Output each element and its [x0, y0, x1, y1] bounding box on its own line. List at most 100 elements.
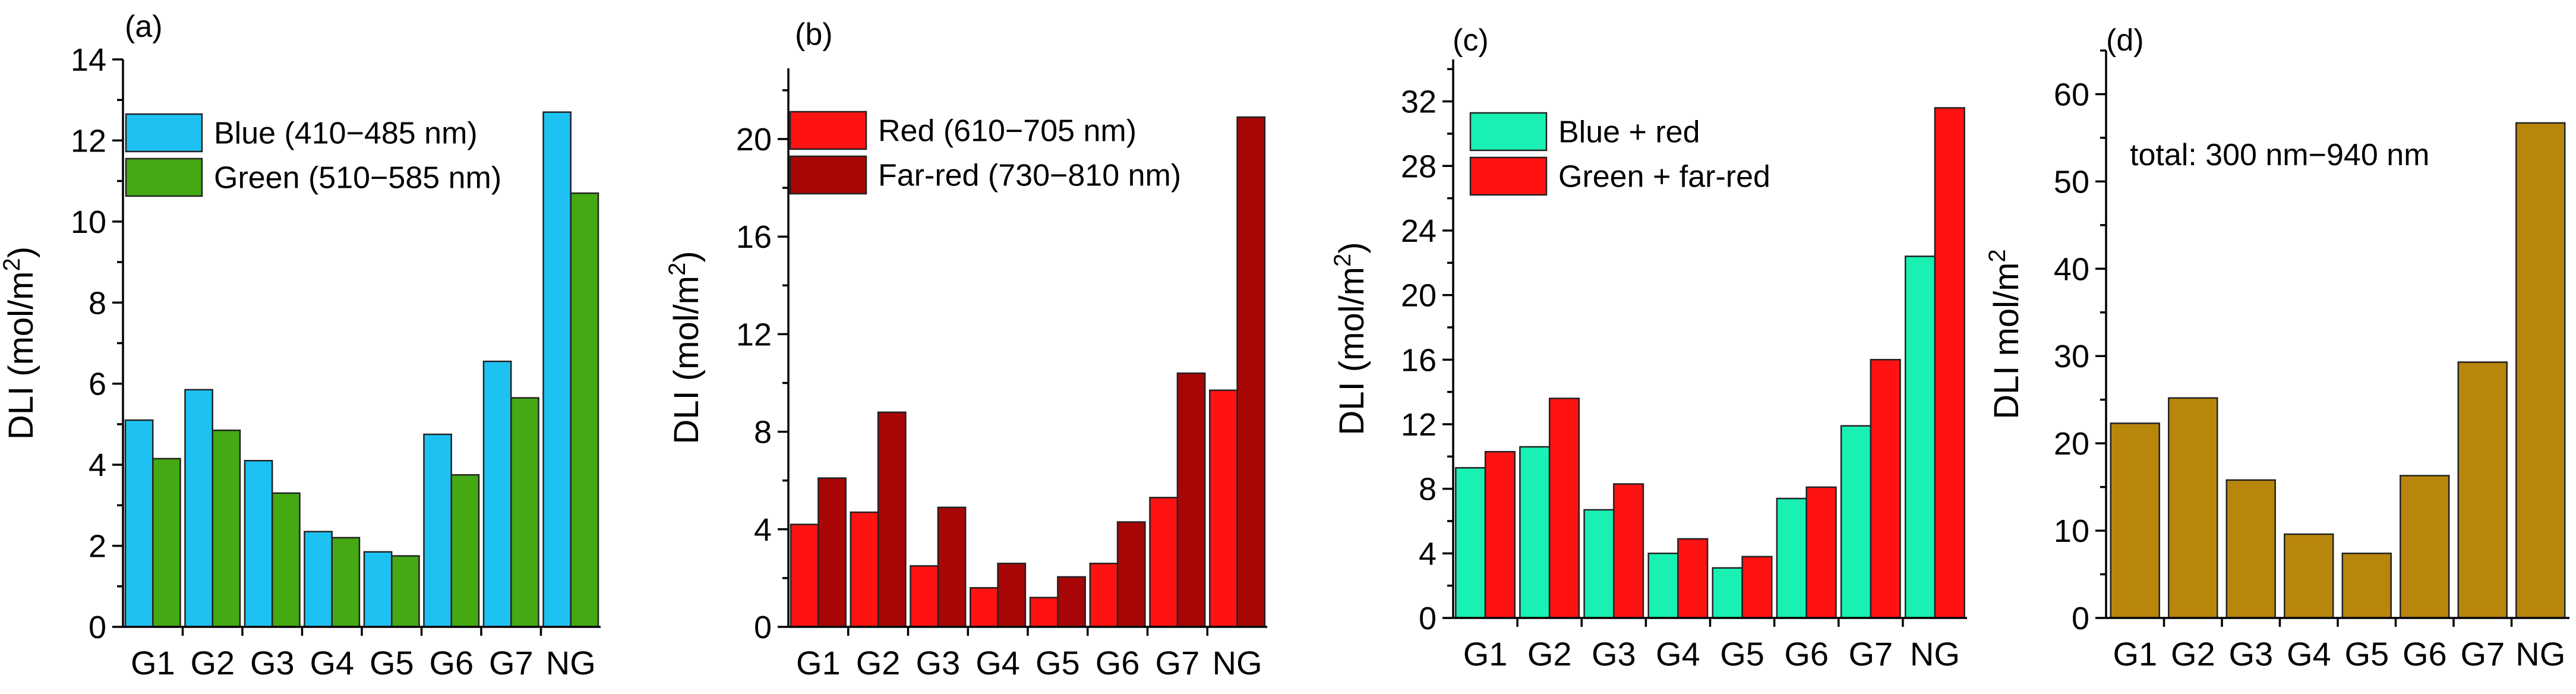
legend-swatch-series-2	[125, 157, 203, 197]
x-tick-label-ng: NG	[1213, 644, 1262, 682]
bar-ng-series-2	[1934, 107, 1965, 619]
y-axis-title-superscript: 2	[0, 258, 25, 271]
bar-g2-series-2	[211, 429, 241, 628]
x-tick-label-g1: G1	[1463, 635, 1508, 673]
bar-ng-series-1	[1904, 255, 1936, 619]
bar-g7-series-2	[1176, 372, 1206, 628]
x-tick-label-g1: G1	[131, 644, 175, 682]
bar-ng-series-2	[1236, 116, 1266, 628]
bar-g5-series-1	[2341, 553, 2392, 619]
y-tick-label: 8	[1419, 472, 1437, 507]
x-tick-label-g2: G2	[2171, 635, 2215, 673]
y-axis-title-close: )	[667, 251, 706, 262]
bar-g6-series-1	[2400, 475, 2450, 619]
bar-g1-series-1	[124, 419, 154, 628]
bar-g1-series-2	[817, 477, 847, 628]
y-tick-label: 12	[736, 317, 772, 352]
bar-ng-series-2	[570, 192, 599, 628]
bar-g6-series-2	[1116, 521, 1146, 628]
x-tick-label-g2: G2	[190, 644, 235, 682]
bar-g5-series-2	[391, 555, 420, 628]
panel-label: (a)	[125, 10, 163, 44]
y-tick-label: 20	[2054, 426, 2089, 462]
legend-label-series-2: Far-red (730−810 nm)	[878, 159, 1181, 193]
x-tick-label-g6: G6	[1784, 635, 1829, 673]
x-tick-label-g5: G5	[1720, 635, 1764, 673]
y-tick-label: 60	[2054, 77, 2089, 112]
bar-ng-series-1	[2515, 122, 2566, 619]
y-axis-title-main: DLI (mol/m	[1333, 267, 1371, 436]
legend-label-series-1: Blue (410−485 nm)	[214, 116, 478, 151]
chart-panel-d: 0 10 20 30 40 50 60 G1 G2 G3 G4 G5 G6 G7 NG DLI mol/m2 (…	[1984, 23, 2569, 673]
y-tick-label: 4	[754, 512, 772, 548]
bar-g4-series-1	[304, 531, 333, 628]
legend-swatch-series-1	[1469, 112, 1548, 152]
bar-g5-series-1	[363, 551, 393, 628]
bar-g5-series-1	[1712, 567, 1743, 619]
bar-g4-series-2	[997, 563, 1027, 628]
x-tick-label-g4: G4	[1656, 635, 1700, 673]
y-tick-label: 2	[89, 529, 106, 564]
bar-g3-series-1	[1583, 509, 1615, 619]
x-tick-label-g3: G3	[916, 644, 961, 682]
y-axis-title: DLI (mol/m2)	[1330, 242, 1371, 435]
y-tick-label: 40	[2054, 251, 2089, 287]
y-tick-label: 12	[71, 123, 106, 159]
x-tick-label-g5: G5	[370, 644, 414, 682]
y-axis-title-main: DLI (mol/m	[667, 276, 706, 444]
x-tick-label-g4: G4	[976, 644, 1020, 682]
y-axis-title-main: DLI mol/m	[1987, 262, 2026, 419]
bar-g7-series-1	[1149, 497, 1179, 628]
bar-g7-series-1	[1840, 425, 1872, 619]
legend-label-series-2: Green + far-red	[1558, 160, 1770, 194]
y-tick-label: 10	[2054, 513, 2089, 549]
y-tick-label: 8	[89, 285, 106, 321]
bar-g6-series-1	[1089, 563, 1119, 628]
y-tick-label: 24	[1401, 213, 1437, 249]
x-tick-label-g7: G7	[489, 644, 533, 682]
panel-label: (c)	[1453, 23, 1489, 58]
x-tick-label-g3: G3	[250, 644, 295, 682]
y-axis-title-close: )	[1333, 242, 1371, 253]
bar-g7-series-2	[1870, 359, 1901, 619]
y-axis-title: DLI (mol/m2)	[0, 247, 40, 440]
annotation-text: total: 300 nm−940 nm	[2130, 138, 2429, 172]
bar-g1-series-2	[1484, 450, 1516, 619]
bar-g4-series-2	[331, 537, 361, 628]
y-tick-label: 16	[1401, 342, 1437, 378]
bar-g2-series-2	[1548, 398, 1580, 619]
bar-g6-series-2	[1805, 486, 1837, 619]
bar-g1-series-1	[2110, 422, 2160, 619]
bar-g6-series-1	[1776, 497, 1807, 619]
bar-g2-series-1	[2168, 397, 2218, 619]
bar-g3-series-1	[2225, 479, 2276, 619]
bar-g1-series-1	[790, 523, 819, 628]
y-tick-label: 0	[1419, 601, 1437, 636]
y-tick-label: 6	[89, 367, 106, 402]
x-tick-label-g6: G6	[1096, 644, 1140, 682]
panel-label: (d)	[2106, 23, 2144, 58]
legend-swatch-series-2	[1469, 156, 1548, 196]
bar-g1-series-1	[1455, 467, 1486, 619]
x-tick-label-ng: NG	[1910, 635, 1960, 673]
legend-swatch-series-2	[789, 155, 867, 195]
bar-g4-series-2	[1677, 538, 1709, 619]
bar-g2-series-1	[184, 389, 213, 628]
x-tick-label-ng: NG	[546, 644, 596, 682]
panel-label: (b)	[795, 17, 833, 52]
bar-ng-series-1	[542, 111, 572, 628]
x-tick-label-g2: G2	[1527, 635, 1572, 673]
y-axis-title-close: )	[2, 247, 40, 258]
y-tick-label: 8	[754, 415, 772, 450]
legend-label-series-1: Red (610−705 nm)	[878, 114, 1137, 149]
y-tick-label: 32	[1401, 84, 1437, 120]
chart-panel-c: 0 4 8 12 16 20 24 28 32 G1 G2 G3 G4 G5 G6 G7 NG DLI (mol/…	[1330, 23, 1967, 673]
bar-g5-series-2	[1057, 576, 1086, 628]
y-tick-label: 28	[1401, 149, 1437, 184]
y-axis-title-main: DLI (mol/m	[2, 272, 40, 440]
x-tick-label-g4: G4	[310, 644, 354, 682]
bar-g3-series-2	[937, 506, 967, 628]
x-tick-label-g3: G3	[2228, 635, 2273, 673]
legend-label-series-1: Blue + red	[1558, 115, 1700, 150]
x-tick-label-g2: G2	[856, 644, 901, 682]
